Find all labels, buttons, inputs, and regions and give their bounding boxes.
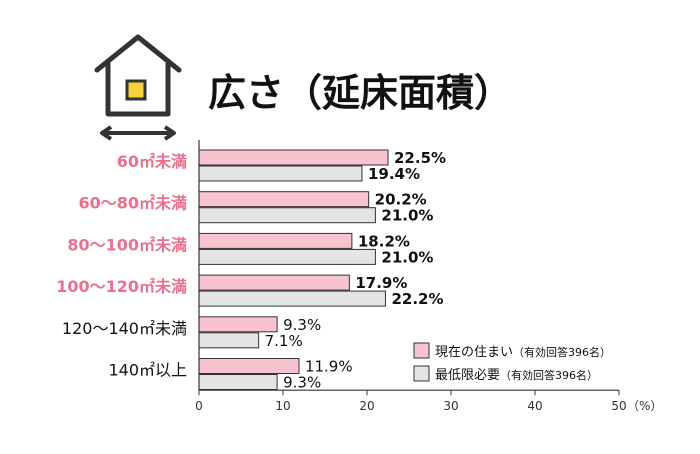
x-tick-label: 20 (359, 399, 374, 413)
legend: 現在の住まい（有効回答396名） 最低限必要（有効回答396名） (413, 342, 611, 383)
category-label: 140㎡以上 (108, 361, 187, 380)
bar-minimum (198, 165, 363, 182)
data-label-minimum: 22.2% (391, 290, 443, 308)
legend-note-minimum: （有効回答396名） (500, 368, 598, 382)
legend-label-minimum: 最低限必要 (435, 368, 500, 383)
data-label-current: 9.3% (283, 316, 321, 334)
x-tick-label: 40 (527, 399, 542, 413)
x-tick-label: 0 (195, 399, 203, 413)
category-label: 60㎡未満 (117, 152, 187, 171)
house-icon (94, 34, 182, 141)
bar-current (198, 274, 350, 291)
x-tick-label: 30 (443, 399, 458, 413)
svg-text:最低限必要（有効回答396名）: 最低限必要（有効回答396名） (435, 368, 598, 383)
x-tick-label: 10 (275, 399, 290, 413)
legend-note-current: （有効回答396名） (513, 345, 611, 359)
data-label-minimum: 21.0% (381, 248, 433, 266)
bar-current (198, 232, 353, 249)
data-label-current: 18.2% (358, 232, 410, 250)
legend-swatch-current (413, 342, 430, 359)
bar-minimum (198, 374, 278, 390)
data-label-current: 11.9% (305, 358, 353, 376)
chart-title: 広さ（延床面積） (208, 71, 512, 115)
data-label-minimum: 21.0% (381, 207, 433, 225)
bar-minimum (198, 248, 376, 265)
data-label-minimum: 7.1% (265, 332, 303, 350)
x-tick-label: 50 (611, 399, 626, 413)
data-label-minimum: 19.4% (368, 165, 420, 183)
legend-label-current: 現在の住まい (435, 345, 513, 360)
data-label-current: 20.2% (375, 191, 427, 209)
bar-current (198, 191, 370, 208)
category-label: 60〜80㎡未満 (78, 194, 187, 213)
svg-text:現在の住まい（有効回答396名）: 現在の住まい（有効回答396名） (435, 345, 611, 360)
bar-minimum (198, 207, 376, 224)
bar-current (198, 358, 300, 374)
legend-item-minimum: 最低限必要（有効回答396名） (413, 365, 598, 383)
data-label-minimum: 9.3% (283, 374, 321, 392)
data-label-current: 17.9% (355, 274, 407, 292)
bar-minimum (198, 290, 386, 307)
legend-item-current: 現在の住まい（有効回答396名） (413, 342, 611, 360)
bar-minimum (198, 332, 260, 349)
bar-current (198, 316, 278, 333)
x-axis-unit: （%） (627, 399, 662, 413)
legend-swatch-minimum (413, 365, 430, 382)
data-label-current: 22.5% (394, 149, 446, 167)
category-label: 120〜140㎡未満 (62, 319, 187, 338)
category-label: 100〜120㎡未満 (56, 277, 187, 296)
category-label: 80〜100㎡未満 (67, 235, 187, 254)
bar-current (198, 149, 389, 166)
